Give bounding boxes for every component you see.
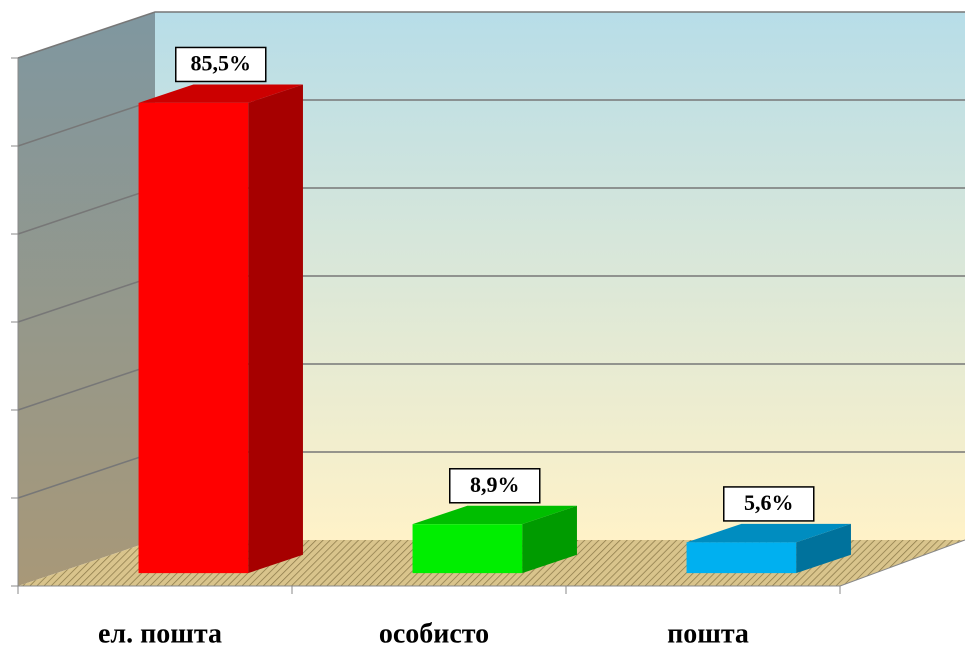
bar-side	[522, 505, 577, 574]
bar	[686, 542, 797, 574]
bar-side	[796, 523, 851, 574]
value-label: 8,9%	[470, 472, 520, 497]
bar-top	[686, 523, 851, 543]
value-label-box	[723, 486, 815, 522]
value-label-box	[175, 46, 267, 83]
x-tick-label: особисто	[379, 618, 489, 648]
x-tick-label: пошта	[667, 618, 749, 648]
x-tick-label: ел. пошта	[98, 618, 222, 648]
bar-top	[138, 84, 303, 103]
grid-line	[17, 11, 965, 59]
bar	[138, 102, 249, 574]
value-label-box	[449, 468, 541, 504]
bar	[412, 524, 523, 574]
bar-top	[412, 505, 577, 525]
bar-side	[248, 84, 303, 574]
value-label: 5,6%	[744, 490, 794, 515]
floor-edge	[839, 539, 965, 587]
value-label: 85,5%	[191, 51, 252, 76]
